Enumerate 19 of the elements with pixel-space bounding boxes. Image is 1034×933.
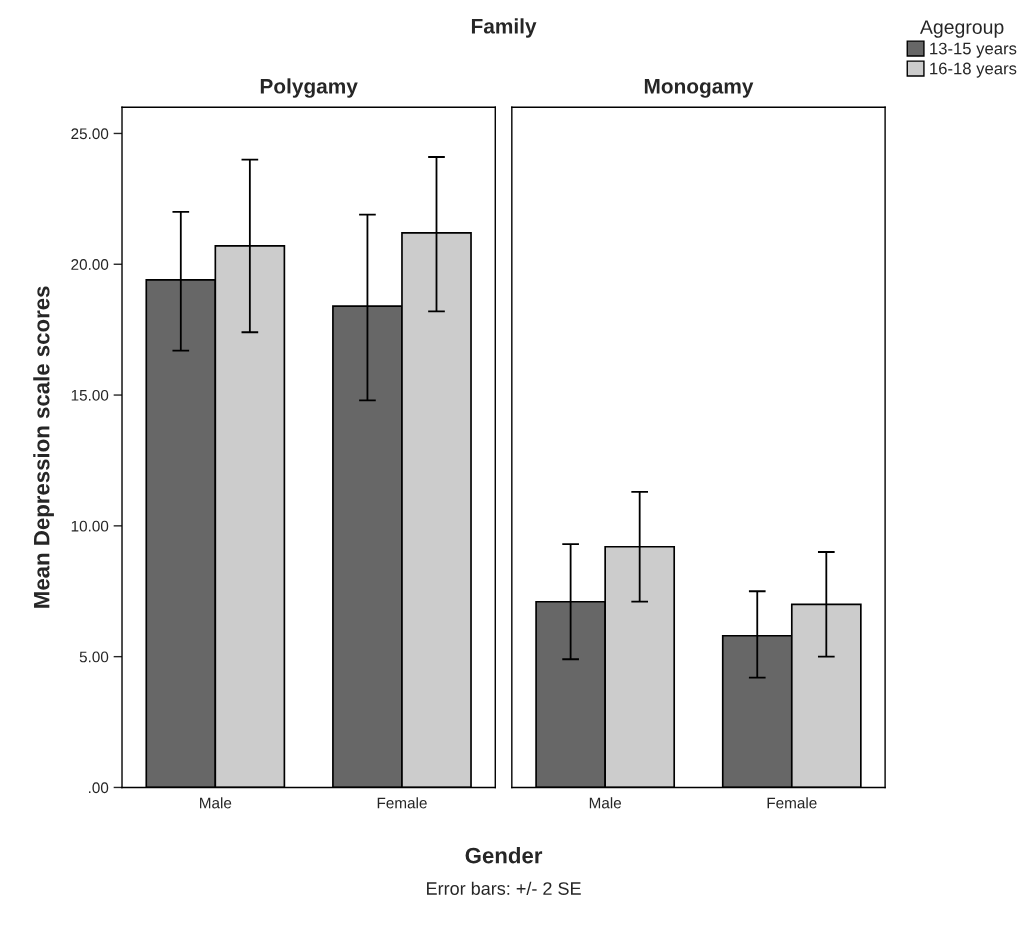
y-axis-title: Mean Depression scale scores <box>33 286 54 608</box>
y-tick-label: 20.00 <box>71 259 109 270</box>
chart-title: Monogamy <box>644 79 754 98</box>
y-tick-label: 5.00 <box>79 651 109 663</box>
x-tick-label: Male <box>200 797 232 809</box>
y-tick-label: .00 <box>88 782 109 794</box>
legend-label: 13-15 years <box>930 42 1017 58</box>
y-tick-label: 15.00 <box>71 389 109 401</box>
y-tick-label: 25.00 <box>71 128 109 140</box>
x-tick-label: Male <box>589 797 622 809</box>
text: Family <box>471 18 537 38</box>
legend-title: Agegroup <box>919 20 1004 38</box>
text: Error bars: +/- 2 SE <box>427 881 581 895</box>
chart-title: Polygamy <box>260 78 358 98</box>
legend-label: 16-18 years <box>930 62 1017 78</box>
x-tick-label: Female <box>767 797 817 809</box>
y-tick-label: 10.00 <box>71 520 109 532</box>
x-tick-label: Female <box>377 797 427 809</box>
x-axis-title: Gender <box>465 847 543 864</box>
